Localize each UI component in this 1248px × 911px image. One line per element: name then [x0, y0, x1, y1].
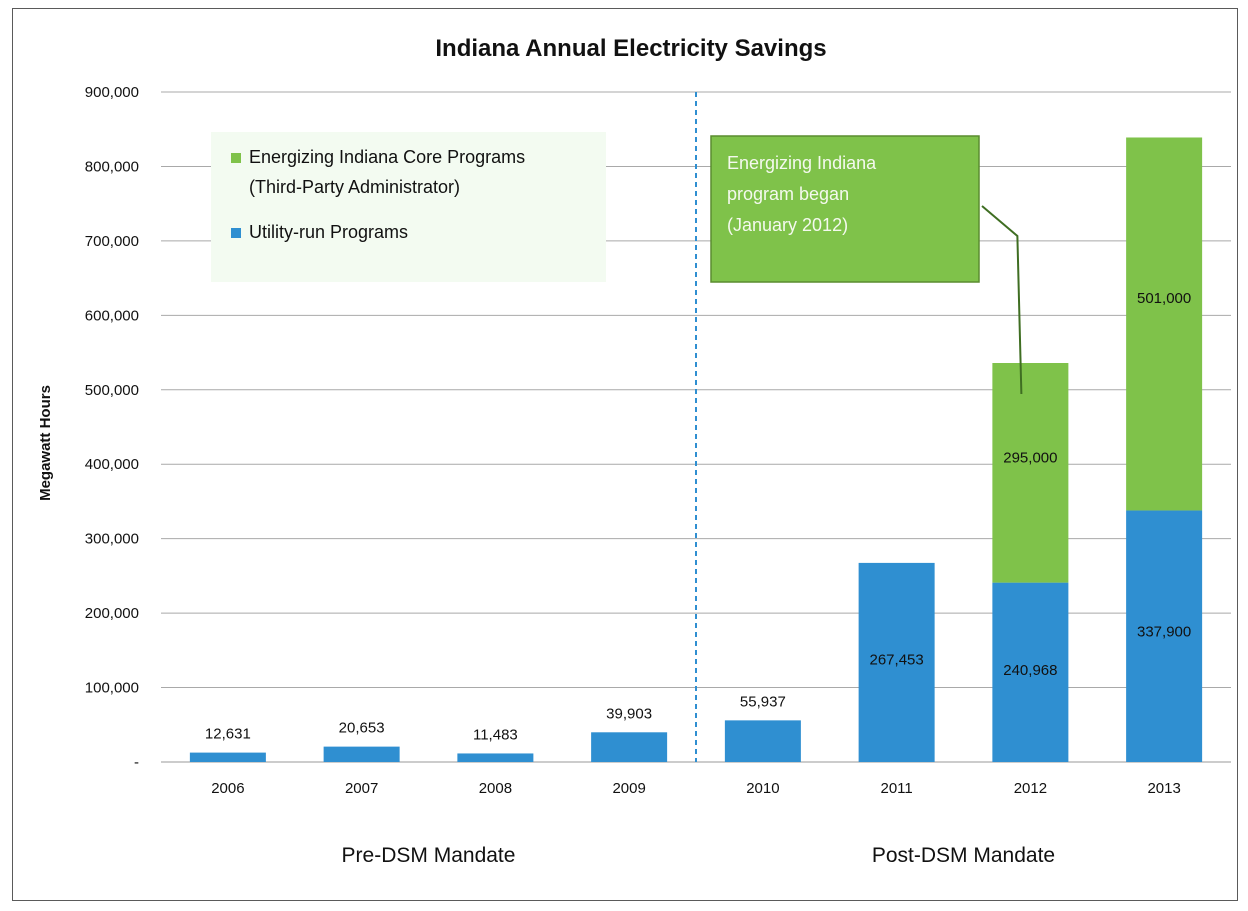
- data-label-energizing-2012: 295,000: [1003, 449, 1057, 466]
- data-label-utility-2008: 11,483: [473, 726, 518, 743]
- chart-frame: - 100,000 200,000 300,000 400,000 500,000 600,…: [12, 8, 1238, 901]
- bar-utility-2009: [591, 732, 667, 762]
- y-tick-label: 300,000: [85, 531, 139, 548]
- data-label-utility-2013: 337,900: [1137, 624, 1191, 641]
- x-tick-label: 2013: [1147, 780, 1180, 797]
- bar-utility-2010: [725, 720, 801, 762]
- annotation-text: Energizing Indiana: [727, 153, 877, 173]
- region-label-post: Post-DSM Mandate: [872, 844, 1055, 867]
- x-tick-label: 2006: [211, 780, 244, 797]
- y-tick-label: 100,000: [85, 680, 139, 697]
- data-label-utility-2009: 39,903: [606, 705, 652, 722]
- chart-svg: - 100,000 200,000 300,000 400,000 500,000 600,…: [13, 9, 1237, 900]
- data-label-utility-2012: 240,968: [1003, 662, 1057, 679]
- y-tick-label: 400,000: [85, 456, 139, 473]
- legend-label: Utility-run Programs: [249, 222, 408, 242]
- legend-swatch-utility: [231, 228, 241, 238]
- x-tick-label: 2009: [612, 780, 645, 797]
- data-label-utility-2011: 267,453: [870, 651, 924, 668]
- x-tick-label: 2007: [345, 780, 378, 797]
- legend-label: Energizing Indiana Core Programs: [249, 147, 525, 167]
- bar-utility-2006: [190, 753, 266, 762]
- x-tick-label: 2012: [1014, 780, 1047, 797]
- bar-energizing-2013: [1126, 137, 1202, 510]
- legend-swatch-energizing: [231, 153, 241, 163]
- bar-utility-2007: [324, 747, 400, 762]
- data-label-utility-2010: 55,937: [740, 693, 786, 710]
- data-label-utility-2006: 12,631: [205, 726, 251, 743]
- y-tick-label: -: [134, 754, 139, 771]
- legend-label-line2: (Third-Party Administrator): [249, 177, 460, 197]
- region-label-pre: Pre-DSM Mandate: [342, 844, 516, 867]
- legend-layer: Energizing Indiana Core Programs (Third-P…: [211, 132, 606, 282]
- bar-utility-2008: [457, 753, 533, 762]
- y-tick-label: 600,000: [85, 307, 139, 324]
- chart-title: Indiana Annual Electricity Savings: [435, 35, 826, 62]
- y-axis-label: Megawatt Hours: [37, 385, 54, 501]
- y-tick-label: 900,000: [85, 84, 139, 101]
- data-label-utility-2007: 20,653: [339, 720, 385, 737]
- annotation-text: program began: [727, 184, 849, 204]
- x-tick-label: 2011: [880, 780, 912, 797]
- y-tick-label: 700,000: [85, 233, 139, 250]
- annotation-text: (January 2012): [727, 215, 848, 235]
- data-label-energizing-2013: 501,000: [1137, 290, 1191, 307]
- y-tick-label: 800,000: [85, 158, 139, 175]
- x-tick-label: 2010: [746, 780, 779, 797]
- bar-energizing-2012: [992, 363, 1068, 583]
- y-tick-label: 200,000: [85, 605, 139, 622]
- y-tick-label: 500,000: [85, 382, 139, 399]
- x-tick-label: 2008: [479, 780, 512, 797]
